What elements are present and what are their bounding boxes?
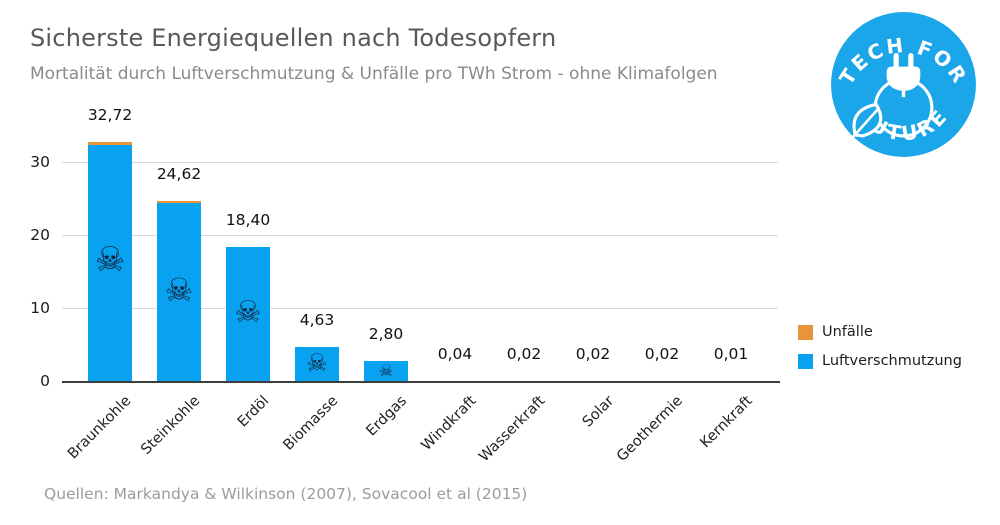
source-citation: Quellen: Markandya & Wilkinson (2007), S…: [44, 485, 528, 503]
skull-icon: ☠: [234, 295, 262, 331]
gridline-30: [62, 162, 778, 163]
skull-icon: ☠: [306, 349, 328, 378]
value-label-0: 32,72: [87, 106, 133, 124]
legend-swatch-unfaelle: [798, 324, 813, 340]
page-title: Sicherste Energiequellen nach Todesopfer…: [30, 24, 557, 52]
bar-4: [364, 361, 408, 381]
value-label-2: 18,40: [225, 211, 271, 229]
x-axis-label-5: Windkraft: [418, 393, 480, 454]
x-axis-label-0: Braunkohle: [64, 393, 135, 463]
legend-item-unfaelle: Unfälle: [798, 324, 962, 340]
bar-2: [226, 247, 270, 381]
x-axis-label-8: Geothermie: [614, 393, 687, 465]
legend-label-luftverschmutzung: Luftverschmutzung: [822, 353, 962, 369]
value-label-9: 0,01: [713, 345, 749, 363]
value-label-4: 2,80: [368, 325, 404, 343]
bar-3: [295, 347, 339, 381]
skull-icon: ☠: [94, 240, 126, 281]
x-axis-label-9: Kernkraft: [697, 393, 756, 452]
x-axis-label-1: Steinkohle: [138, 393, 204, 458]
value-label-1: 24,62: [156, 165, 202, 183]
chart-legend: Unfälle Luftverschmutzung: [798, 324, 962, 369]
x-axis-label-2: Erdöl: [234, 393, 273, 431]
value-label-5: 0,04: [437, 345, 473, 363]
x-axis-label-3: Biomasse: [280, 393, 342, 454]
skull-icon: ☠: [164, 271, 194, 310]
y-axis-tick-10: 10: [30, 299, 50, 317]
plug-icon: [886, 53, 921, 98]
x-axis-line: [62, 381, 780, 383]
page-subtitle: Mortalität durch Luftverschmutzung & Unf…: [30, 64, 718, 84]
bar-1: [157, 201, 201, 381]
value-label-3: 4,63: [299, 311, 335, 329]
bar-1-unfaelle-cap: [157, 201, 201, 203]
tech-for-future-logo: TECH FOR FUTURE: [831, 12, 976, 157]
y-axis-tick-0: 0: [40, 372, 50, 390]
value-label-7: 0,02: [575, 345, 611, 363]
x-axis-label-7: Solar: [579, 393, 618, 431]
legend-item-luftverschmutzung: Luftverschmutzung: [798, 353, 962, 369]
gridline-10: [62, 308, 778, 309]
x-axis-label-6: Wasserkraft: [476, 393, 549, 466]
gridline-20: [62, 235, 778, 236]
legend-label-unfaelle: Unfälle: [822, 324, 873, 340]
legend-swatch-luftverschmutzung: [798, 353, 813, 369]
x-axis-label-4: Erdgas: [363, 393, 411, 440]
bar-0: [88, 142, 132, 381]
y-axis-tick-20: 20: [30, 226, 50, 244]
y-axis-tick-30: 30: [30, 153, 50, 171]
bar-0-unfaelle-cap: [88, 142, 132, 145]
value-label-6: 0,02: [506, 345, 542, 363]
skull-icon: ☠: [378, 361, 394, 381]
value-label-8: 0,02: [644, 345, 680, 363]
leaf-icon: [851, 102, 883, 139]
